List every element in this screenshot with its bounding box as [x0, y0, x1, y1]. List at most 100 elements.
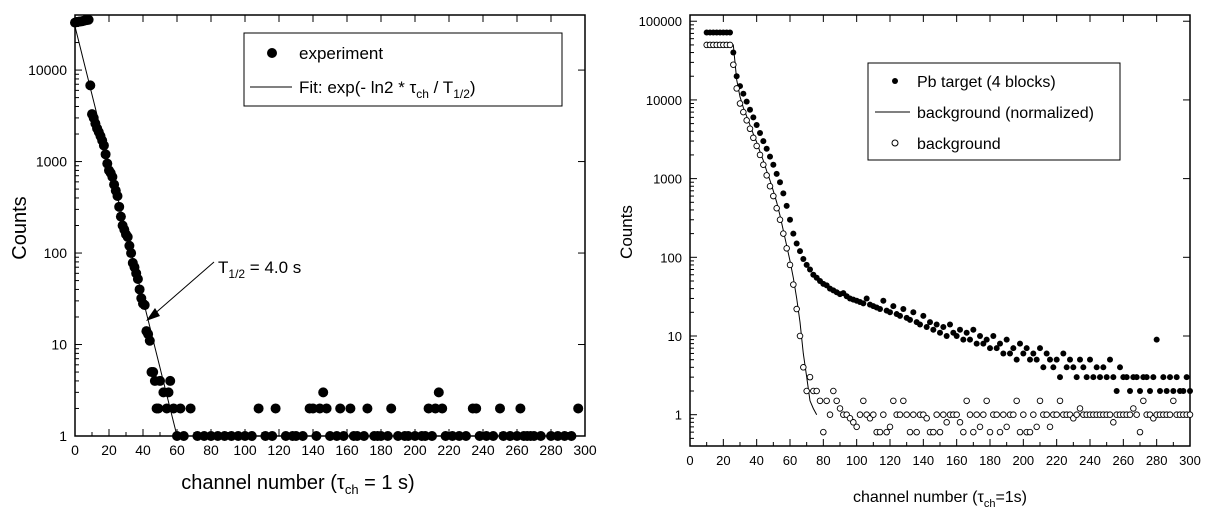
right-series-2-point [763, 172, 770, 179]
right-series-2-point [1076, 405, 1084, 412]
right-series-0-point [787, 216, 793, 223]
right-y-axis-label: Counts [617, 205, 636, 259]
right-series-2-point [833, 397, 840, 405]
right-series-0-point [930, 326, 937, 333]
left-legend-experiment-marker [267, 48, 277, 58]
right-series-0-point [1053, 356, 1060, 363]
right-series-0-point [750, 114, 757, 121]
right-series-2-point [993, 411, 1000, 418]
left-x-tick-label: 180 [369, 442, 393, 458]
right-series-2-point [743, 117, 750, 124]
left-axis-ticks: 0 20 40 60 80 100 120 140 160 180 200 220 240 260 280 3… [28, 14, 597, 458]
right-series-0-point [1107, 356, 1113, 363]
right-series-0-point [1057, 374, 1063, 381]
left-series-0-point [318, 387, 329, 398]
left-series-0-point [335, 403, 346, 414]
right-series-2-point [883, 428, 890, 436]
right-series-0-point [1040, 364, 1047, 371]
right-x-tick-label: 80 [816, 453, 830, 468]
right-x-tick-label: 280 [1146, 453, 1168, 468]
right-series-0-point [1163, 387, 1170, 394]
right-series-2-point [930, 428, 937, 436]
right-series-2-point [1140, 397, 1147, 405]
right-series-0-point [1080, 364, 1087, 371]
right-series-2-point [973, 411, 980, 418]
right-series-0-point [1090, 374, 1097, 381]
left-series-0-point [495, 403, 505, 414]
right-series-0-point [1087, 356, 1093, 363]
left-series-0-point [321, 403, 332, 414]
left-x-tick-label: 120 [267, 442, 291, 458]
right-series-0-point [1167, 374, 1173, 381]
right-x-tick-label: 0 [686, 453, 693, 468]
left-series-0-point [98, 140, 109, 151]
right-series-0-point [990, 332, 997, 339]
left-y-tick-label: 1 [59, 428, 67, 444]
left-series-0-point [311, 431, 322, 441]
right-series-0-point [1033, 356, 1040, 363]
left-series-0-point [115, 211, 126, 222]
right-y-tick-label: 1000 [653, 172, 682, 187]
left-series-0-point [386, 403, 397, 414]
right-series-2-point [1186, 411, 1194, 418]
right-series-0-point [730, 49, 737, 56]
right-series-0-point [980, 340, 987, 347]
right-series-0-point [783, 202, 790, 209]
right-series-2-point [860, 397, 867, 405]
right-series-2-point [733, 85, 740, 92]
right-x-tick-label: 240 [1079, 453, 1101, 468]
right-x-tick-label: 40 [749, 453, 763, 468]
right-series-2-point [780, 230, 787, 237]
left-series-0-point [461, 431, 471, 441]
right-series-2-point [1130, 405, 1137, 412]
right-series-0-point [1153, 336, 1160, 343]
right-series-0-point [1063, 364, 1070, 371]
right-series-2-point [913, 428, 920, 436]
half-life-annotation: T1/2 = 4.0 s [146, 258, 301, 321]
half-life-arrow-line [151, 261, 215, 317]
right-series-0-point [1093, 364, 1100, 371]
left-legend-experiment-label: experiment [299, 44, 383, 63]
right-series-2-point [753, 142, 760, 150]
right-series-0-point [967, 336, 973, 343]
right-series-0-point [860, 300, 867, 307]
right-series-0-point [927, 319, 933, 326]
right-y-tick-label: 100000 [639, 14, 682, 29]
right-legend: Pb target (4 blocks) background (normali… [867, 62, 1121, 161]
right-series-0-point [1010, 345, 1017, 352]
right-series-2-point [740, 108, 747, 116]
right-series-0-point [1050, 364, 1057, 371]
right-series-0-point [917, 321, 923, 328]
left-series-0-point [433, 387, 444, 398]
right-series-2-point [836, 405, 844, 412]
left-x-tick-label: 300 [573, 442, 597, 458]
right-x-axis-label: channel number (τch=1s) [853, 489, 1027, 510]
right-series-0-point [1157, 387, 1163, 394]
left-legend: experiment Fit: exp(- ln2 * τch / T1/2) [243, 32, 563, 107]
right-series-2-point [1020, 411, 1027, 418]
left-series-0-point [175, 403, 186, 414]
right-series-0-point [1127, 387, 1133, 394]
right-series-0-point [793, 240, 800, 247]
right-series-2-point [816, 397, 824, 405]
right-series-0-point [1110, 374, 1117, 381]
right-legend-bgnorm-label: background (normalized) [917, 105, 1094, 122]
right-series-0-point [807, 266, 813, 273]
left-series-0-point [427, 431, 437, 441]
right-series-0-point [897, 312, 903, 319]
right-x-tick-label: 220 [1046, 453, 1068, 468]
right-x-tick-label: 140 [912, 453, 934, 468]
right-x-tick-label: 260 [1112, 453, 1134, 468]
left-series-0-point [100, 149, 111, 160]
right-series-0-point [877, 306, 883, 313]
right-series-2-point [1053, 411, 1060, 418]
right-series-0-point [953, 332, 960, 339]
right-series-2-point [793, 305, 800, 313]
right-series-2-point [1056, 397, 1064, 405]
right-series-2-point [896, 411, 904, 418]
left-series-0-point [270, 403, 281, 414]
right-series-2-point [953, 411, 960, 418]
right-series-2-point [846, 415, 854, 422]
left-series-0-point [515, 403, 526, 414]
